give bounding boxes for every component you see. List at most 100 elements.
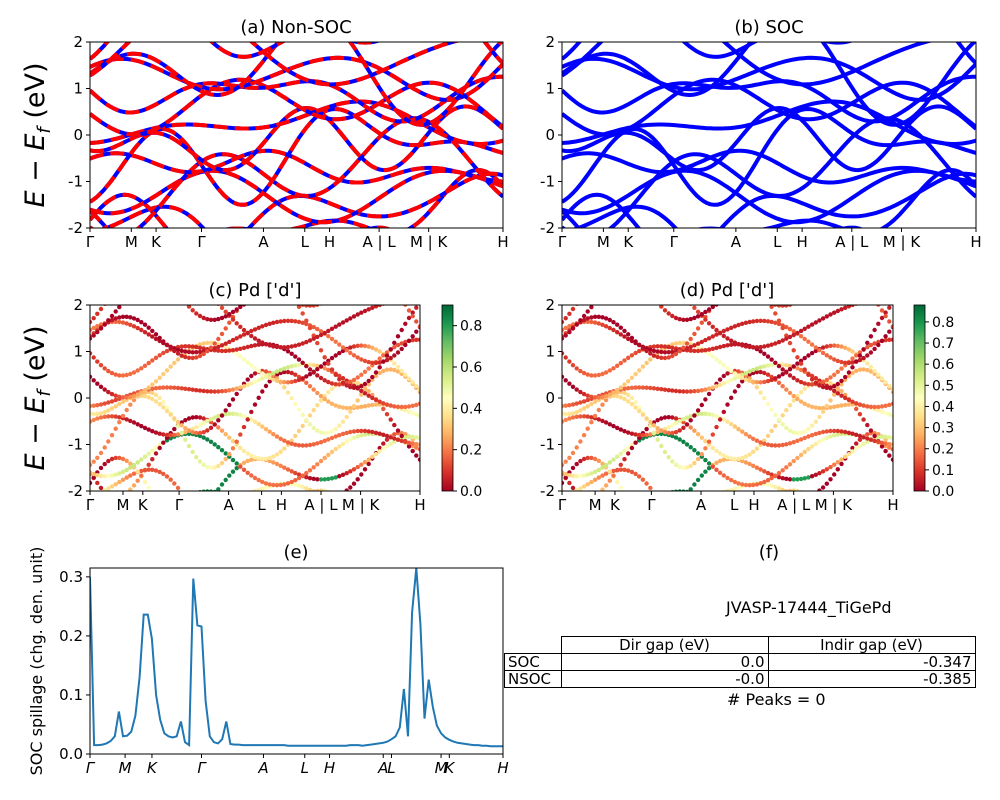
colorbar-tick-label: 0.8 [460, 319, 482, 335]
projection-point [227, 411, 232, 416]
x-tick-label: M [435, 759, 448, 777]
projection-point [622, 328, 627, 334]
projection-point [95, 411, 100, 417]
projection-point [186, 355, 192, 360]
projection-point [208, 317, 214, 322]
projection-point [234, 412, 239, 417]
x-tick-label: H [324, 759, 335, 777]
projection-point [230, 337, 236, 343]
projection-point [684, 442, 690, 447]
x-tick-label: Γ [197, 233, 206, 251]
projection-point [98, 363, 104, 368]
projection-point [117, 315, 122, 320]
projection-point [153, 430, 159, 435]
projection-point [600, 315, 605, 320]
projection-point [747, 483, 752, 488]
projection-point [106, 408, 111, 413]
projection-point [795, 378, 800, 383]
projection-point [289, 344, 294, 349]
projection-point [762, 351, 767, 356]
projection-point [589, 315, 594, 320]
colorbar-tick-label: 0.8 [932, 315, 954, 331]
projection-point [802, 326, 807, 331]
projection-point [655, 386, 660, 391]
projection-point [736, 481, 741, 486]
projection-point [600, 402, 605, 407]
projection-point [695, 326, 701, 331]
projection-point [787, 428, 793, 433]
projection-point [285, 467, 291, 472]
projection-point [780, 384, 785, 389]
projection-point [703, 469, 708, 474]
projection-point [293, 319, 298, 324]
projection-point [377, 365, 382, 370]
projection-point [751, 345, 756, 350]
projection-point [640, 436, 646, 441]
ylabel-middle: E − Ef (eV) [20, 326, 55, 471]
projection-point [245, 344, 250, 350]
projection-point [776, 380, 782, 385]
projection-point [585, 455, 590, 461]
projection-point [578, 496, 582, 500]
projection-point [809, 433, 815, 438]
projection-point [589, 471, 594, 476]
projection-point [168, 345, 173, 351]
projection-point [762, 379, 767, 385]
projection-point [150, 386, 155, 391]
projection-point [98, 450, 104, 456]
projection-point [285, 481, 291, 486]
projection-point [883, 334, 888, 339]
projection-point [879, 404, 885, 409]
projection-point [282, 446, 287, 451]
projection-point [780, 422, 785, 427]
table-row: SOC 0.0 -0.347 [504, 653, 976, 671]
projection-point [315, 363, 320, 369]
projection-point [333, 426, 338, 432]
projection-point [740, 482, 745, 487]
ylabel-top: E − Ef (eV) [20, 63, 55, 208]
projection-point [373, 402, 379, 407]
projection-point [798, 361, 804, 366]
projection-point [161, 371, 166, 377]
projection-point [706, 307, 712, 312]
projection-point [296, 362, 302, 368]
projection-point [824, 353, 829, 358]
projection-point [655, 496, 659, 500]
projection-point [725, 343, 730, 348]
projection-point [304, 321, 309, 327]
projection-point [769, 407, 774, 412]
projection-point [102, 474, 107, 479]
projection-point [333, 372, 338, 377]
projection-point [157, 402, 162, 407]
projection-point [201, 416, 206, 421]
projection-point [326, 399, 331, 404]
projection-point [626, 496, 630, 500]
y-tick-label: -2 [540, 219, 555, 237]
projection-point [278, 379, 283, 384]
projection-point [640, 477, 646, 482]
projection-point [414, 329, 419, 334]
projection-point [729, 477, 734, 483]
projection-point [90, 336, 93, 341]
projection-point [271, 482, 276, 488]
projection-point [692, 305, 697, 310]
projection-point [865, 422, 870, 428]
projection-point [318, 430, 324, 435]
projection-point [329, 386, 335, 391]
projection-point [791, 398, 796, 403]
projection-point [751, 319, 756, 324]
projection-point [570, 326, 576, 331]
projection-point [249, 363, 254, 368]
projection-point [703, 446, 708, 451]
projection-point [729, 421, 734, 427]
projection-point [710, 412, 715, 418]
projection-point [355, 381, 360, 386]
projection-point [861, 441, 866, 446]
x-tick-label: K [138, 496, 149, 514]
projection-point [570, 402, 576, 407]
projection-point [567, 359, 572, 364]
projection-point [795, 355, 800, 360]
projection-point [710, 464, 715, 469]
projection-point [706, 347, 712, 352]
projection-point [865, 432, 870, 437]
